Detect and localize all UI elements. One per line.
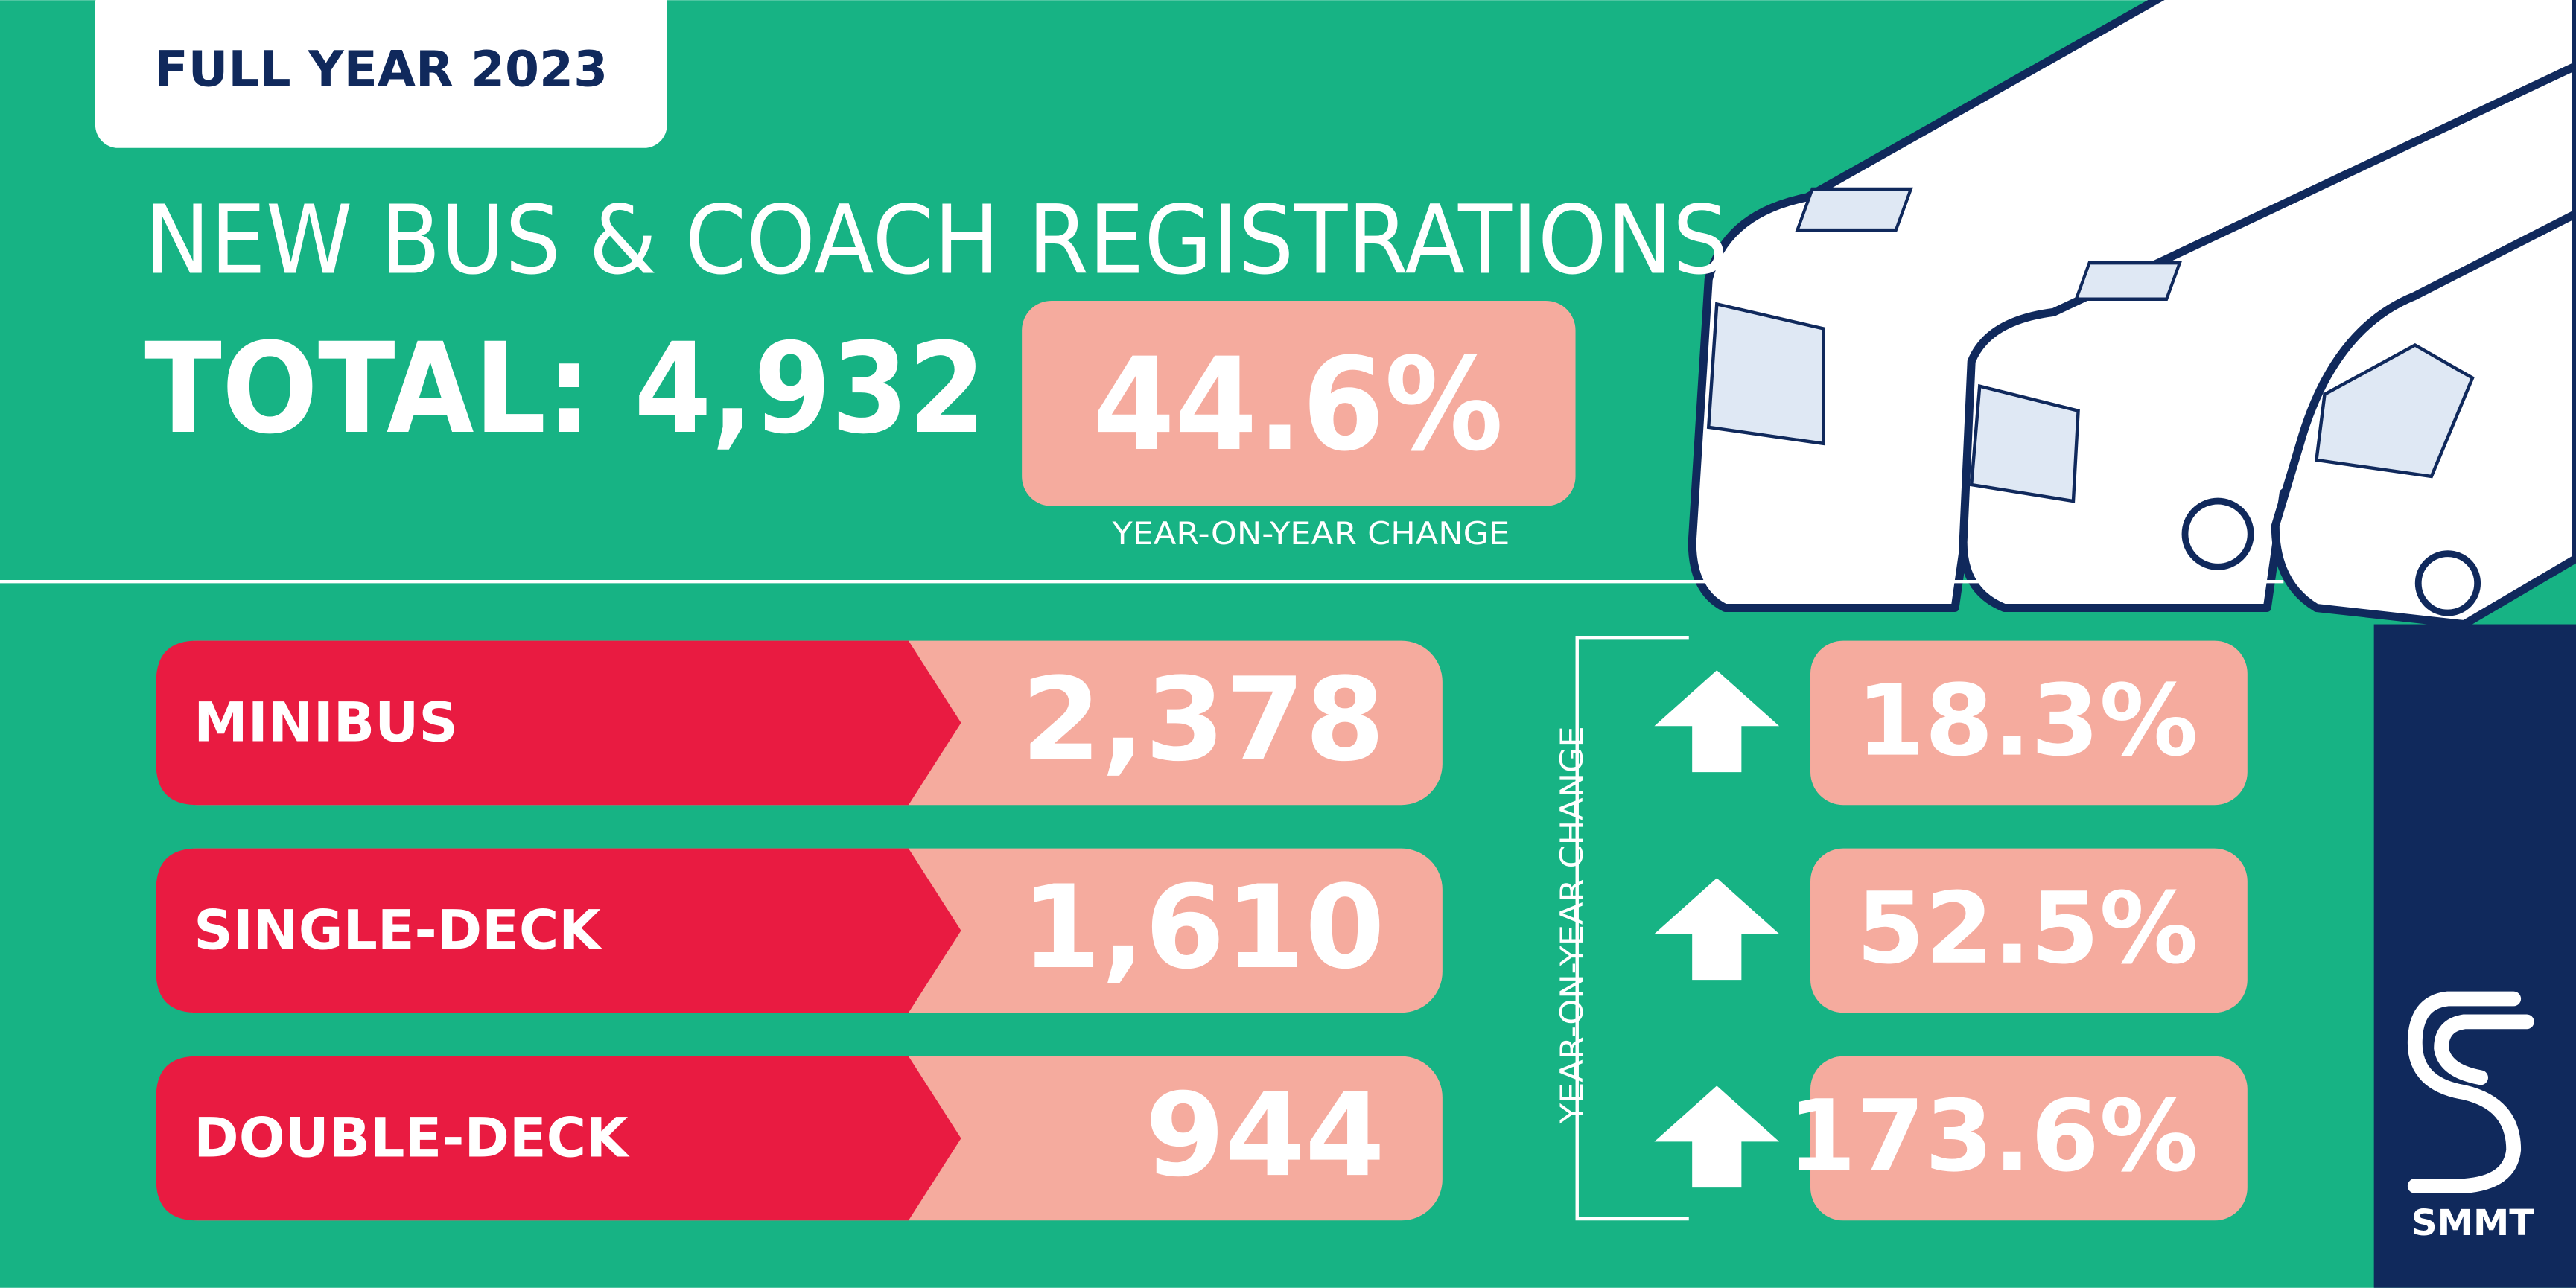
total-change-label: YEAR-ON-YEAR CHANGE [1111, 515, 1510, 552]
row-name: SINGLE-DECK [194, 899, 602, 962]
logo-mark [2407, 991, 2534, 1193]
change-box [1810, 1056, 2248, 1221]
title: NEW BUS & COACH REGISTRATIONS [144, 185, 1729, 296]
side-label: YEAR-ON-YEAR CHANGE [1553, 726, 1590, 1124]
row-name: DOUBLE-DECK [194, 1106, 630, 1170]
row-name: MINIBUS [194, 691, 457, 754]
total-label: TOTAL: [144, 316, 591, 462]
bus-windows [1706, 187, 2475, 503]
wheel [2414, 550, 2481, 616]
row-value: 2,378 [1021, 654, 1384, 787]
up-arrow [1654, 878, 1780, 981]
badge-box [95, 0, 667, 148]
change-box [1810, 640, 2248, 806]
logo-text: SMMT [2411, 1202, 2534, 1244]
bracket [1575, 635, 1689, 1221]
row-change: 173.6% [1787, 1080, 2198, 1194]
up-arrow [1654, 670, 1780, 773]
rows: MINIBUS 2,378 18.3% SINGLE-DECK 1,610 52.5% DO… [156, 640, 2248, 1221]
wheel [2181, 497, 2254, 570]
row-value: 1,610 [1021, 861, 1384, 995]
row-change: 52.5% [1856, 872, 2198, 986]
total-change-box [1022, 300, 1576, 506]
total-change: 44.6% [1093, 330, 1503, 479]
name-box [156, 848, 961, 1013]
up-arrow [1654, 1085, 1780, 1188]
name-box [156, 640, 961, 806]
row-change: 18.3% [1856, 664, 2198, 779]
name-box [156, 1056, 961, 1221]
logo-panel [2373, 624, 2576, 1288]
total-value: 4,932 [635, 316, 986, 462]
badge: FULL YEAR 2023 [154, 40, 608, 98]
change-box [1810, 848, 2248, 1013]
row-value: 944 [1145, 1069, 1384, 1202]
